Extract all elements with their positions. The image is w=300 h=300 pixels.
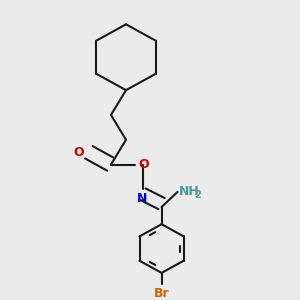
Text: 2: 2 [194, 190, 201, 200]
Text: NH: NH [179, 185, 200, 198]
Text: O: O [74, 146, 84, 159]
Text: O: O [138, 158, 148, 171]
Text: Br: Br [154, 287, 170, 300]
Text: N: N [137, 192, 148, 205]
